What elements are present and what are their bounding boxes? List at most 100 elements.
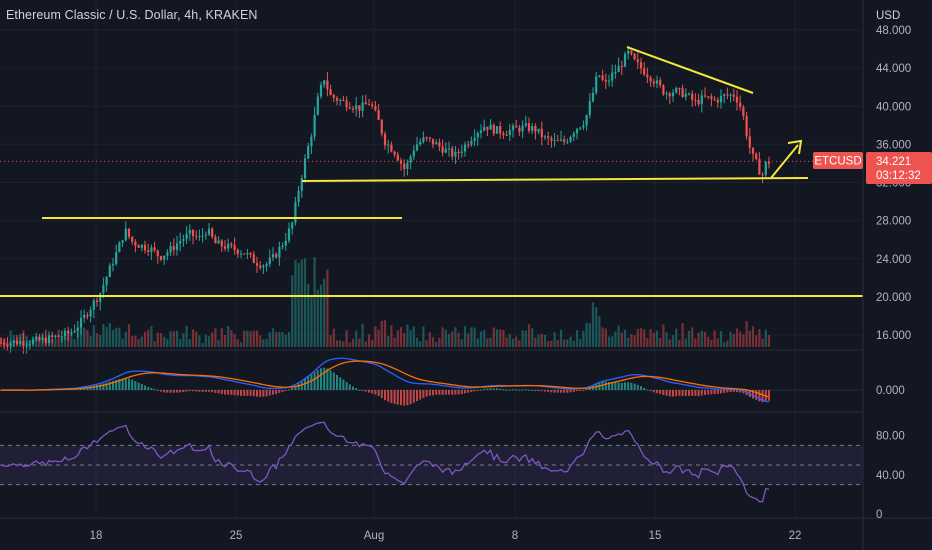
macd-histogram-bar	[345, 382, 348, 390]
volume-bar	[607, 336, 611, 347]
candle	[364, 94, 367, 105]
macd-histogram-bar	[102, 383, 105, 390]
macd-axis[interactable]: 0.000	[876, 385, 905, 397]
volume-bar	[710, 339, 713, 347]
candle	[447, 141, 451, 157]
macd-histogram-bar	[576, 390, 578, 392]
macd-histogram-bar	[620, 382, 623, 390]
macd-histogram-bar	[182, 390, 185, 393]
volume-bar	[83, 327, 86, 347]
projection-arrow-head[interactable]	[787, 139, 803, 155]
volume-bar	[127, 324, 131, 347]
macd-histogram-bar	[166, 390, 169, 393]
volume-bar	[294, 260, 297, 347]
candle	[236, 248, 239, 259]
descending-trendline[interactable]	[626, 46, 754, 94]
candle	[755, 152, 758, 161]
projection-arrow-shaft[interactable]	[770, 144, 799, 179]
macd-histogram-bar	[243, 390, 246, 396]
price-tick-label: 36.000	[876, 139, 911, 151]
candle	[611, 64, 614, 87]
macd-histogram-bar	[140, 383, 143, 390]
macd-histogram-bar	[252, 390, 255, 397]
volume-bar	[137, 339, 140, 347]
macd-histogram-bar	[121, 378, 124, 390]
macd-histogram-bar	[211, 390, 214, 393]
macd-histogram-bar	[448, 390, 450, 395]
macd-histogram-bar	[556, 390, 559, 393]
volume-bar	[287, 332, 291, 347]
candle	[691, 90, 694, 107]
candle	[137, 244, 140, 248]
candle	[483, 119, 486, 132]
candle	[687, 92, 691, 96]
macd-histogram-bar	[742, 390, 745, 394]
macd-histogram-bar	[723, 390, 726, 393]
macd-histogram-bar	[582, 389, 585, 391]
volume-bar	[457, 332, 460, 347]
volume-bar	[131, 336, 134, 347]
volume-bar	[393, 337, 396, 347]
volume-bar	[351, 338, 355, 347]
volume-bar	[275, 332, 278, 347]
candle	[156, 249, 159, 264]
volume-bar	[281, 332, 284, 347]
macd-pane	[0, 357, 863, 406]
volume-bar	[387, 335, 390, 347]
volume-bar	[515, 336, 518, 347]
volume-bar	[476, 338, 479, 347]
candle	[159, 255, 163, 262]
candle	[495, 126, 499, 134]
volume-bar	[726, 340, 729, 347]
candle	[751, 147, 755, 161]
candle	[172, 238, 175, 256]
candle	[111, 258, 115, 272]
candle	[479, 124, 483, 139]
candle	[767, 156, 771, 169]
rsi-pane	[0, 421, 863, 503]
macd-histogram-bar	[662, 390, 665, 396]
candle	[335, 95, 339, 106]
macd-histogram-bar	[412, 390, 415, 403]
candle	[243, 253, 246, 255]
volume-bar	[316, 289, 319, 347]
candle	[323, 80, 326, 88]
volume-bar	[655, 330, 659, 347]
macd-histogram-bar	[713, 390, 716, 395]
macd-histogram-bar	[729, 390, 732, 393]
time-axis[interactable]: 18 25 Aug 8 15 22	[90, 530, 802, 542]
candle	[0, 337, 3, 344]
volume-bar	[495, 329, 499, 347]
volume-bar	[540, 333, 543, 347]
volume-bar	[451, 331, 454, 347]
volume-bar	[601, 327, 604, 347]
candle	[76, 321, 79, 339]
candle	[748, 128, 751, 154]
macd-histogram-bar	[726, 390, 729, 393]
volume-bar	[134, 335, 137, 347]
volume-bar	[99, 334, 102, 347]
volume-bar	[223, 334, 227, 347]
macd-histogram-bar	[518, 389, 521, 391]
volume-bar	[697, 332, 700, 347]
volume-bar	[121, 338, 124, 347]
macd-histogram-bar	[476, 390, 479, 391]
candle	[35, 332, 38, 342]
volume-bar	[595, 307, 598, 347]
macd-histogram-bar	[540, 390, 543, 392]
volume-bar	[591, 302, 595, 347]
macd-histogram-bar	[528, 389, 530, 391]
candle	[374, 100, 377, 112]
macd-histogram-bar	[220, 390, 223, 395]
rsi-axis[interactable]: 80.00 40.00 0	[876, 431, 905, 521]
candle	[623, 51, 627, 68]
volume-bar	[579, 338, 582, 347]
candle	[575, 127, 579, 140]
macd-histogram-bar	[572, 390, 575, 392]
volume-bar	[598, 316, 601, 347]
support-line-32[interactable]	[301, 177, 809, 182]
drawings-layer[interactable]	[0, 46, 863, 297]
candle	[729, 93, 732, 103]
candle	[329, 84, 332, 96]
